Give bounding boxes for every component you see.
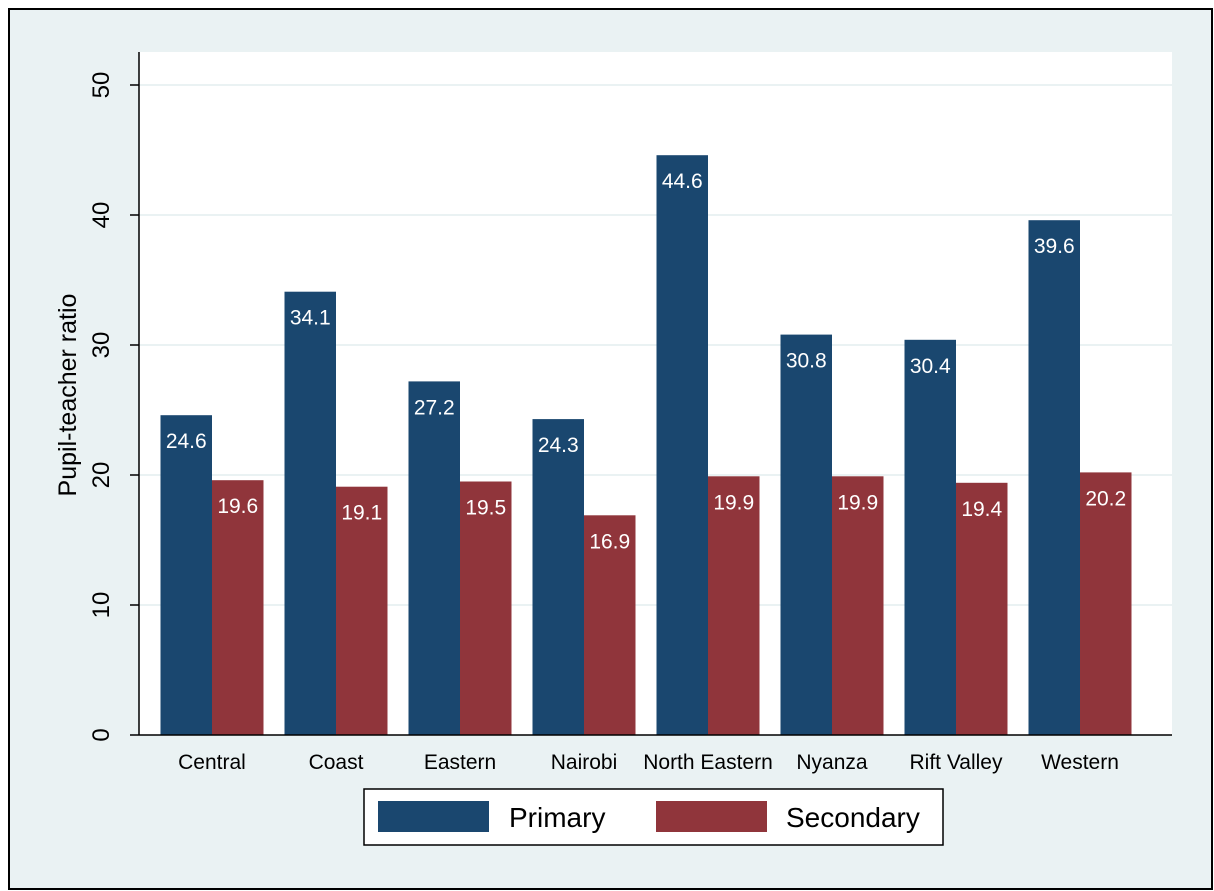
bar-label-primary-eastern: 27.2 (414, 396, 455, 419)
bar-label-secondary-rift-valley: 19.4 (961, 498, 1002, 521)
bar-primary-nyanza (780, 334, 832, 735)
bar-label-secondary-nairobi: 16.9 (589, 530, 630, 553)
bar-secondary-central (212, 480, 264, 735)
bar-primary-western (1028, 220, 1080, 735)
bar-primary-coast (284, 291, 336, 735)
bar-primary-nairobi (532, 419, 584, 735)
bar-label-primary-coast: 34.1 (290, 307, 331, 330)
bar-label-primary-central: 24.6 (166, 430, 207, 453)
bar-secondary-coast (336, 486, 388, 735)
bar-primary-central (160, 415, 212, 735)
y-tick-label-40: 40 (88, 202, 115, 229)
x-tick-label-coast: Coast (309, 751, 364, 774)
bar-label-secondary-western: 20.2 (1085, 487, 1126, 510)
bar-label-secondary-north-eastern: 19.9 (713, 491, 754, 514)
bar-labels: 24.6 19.6 34.1 19.1 27.2 19.5 24.3 16.9 44.6 19.9… (166, 170, 1126, 553)
bar-secondary-eastern (460, 481, 512, 735)
bar-label-secondary-nyanza: 19.9 (837, 491, 878, 514)
bar-primary-north-eastern (656, 155, 708, 735)
x-tick-label-central: Central (178, 751, 246, 774)
y-tick-label-10: 10 (88, 592, 115, 619)
bar-secondary-north-eastern (708, 476, 760, 735)
x-tick-label-rift-valley: Rift Valley (910, 751, 1003, 774)
bar-secondary-rift-valley (956, 482, 1008, 735)
bar-label-primary-nairobi: 24.3 (538, 434, 579, 457)
legend-swatch-secondary (656, 801, 767, 832)
y-tick-label-0: 0 (88, 728, 115, 741)
bar-label-primary-rift-valley: 30.4 (910, 355, 951, 378)
legend-label-primary: Primary (509, 802, 605, 833)
y-axis-title: Pupil-teacher ratio (54, 294, 82, 497)
bar-label-primary-nyanza: 30.8 (786, 350, 827, 373)
x-tick-label-north-eastern: North Eastern (643, 751, 773, 774)
x-tick-label-nairobi: Nairobi (551, 751, 618, 774)
x-tick-label-nyanza: Nyanza (796, 751, 868, 774)
bar-secondary-western (1080, 472, 1132, 735)
bar-secondary-nyanza (832, 476, 884, 735)
y-tick-label-50: 50 (88, 72, 115, 99)
bar-label-secondary-coast: 19.1 (341, 502, 382, 525)
bar-label-primary-western: 39.6 (1034, 235, 1075, 258)
y-tick-label-30: 30 (88, 332, 115, 359)
x-tick-label-western: Western (1041, 751, 1119, 774)
y-tick-label-20: 20 (88, 462, 115, 489)
legend-swatch-primary (378, 801, 489, 832)
bars (160, 155, 1132, 735)
legend-label-secondary: Secondary (786, 802, 920, 833)
bar-primary-rift-valley (904, 339, 956, 735)
bar-primary-eastern (408, 381, 460, 735)
bar-label-secondary-central: 19.6 (217, 495, 258, 518)
x-tick-label-eastern: Eastern (424, 751, 496, 774)
bar-secondary-nairobi (584, 515, 636, 735)
y-axis: 0 10 20 30 40 50 (88, 52, 140, 742)
legend: Primary Secondary (363, 788, 944, 846)
x-axis: Central Coast Eastern Nairobi North Eastern N… (139, 734, 1172, 774)
bar-label-primary-north-eastern: 44.6 (662, 170, 703, 193)
bar-label-secondary-eastern: 19.5 (465, 497, 506, 520)
